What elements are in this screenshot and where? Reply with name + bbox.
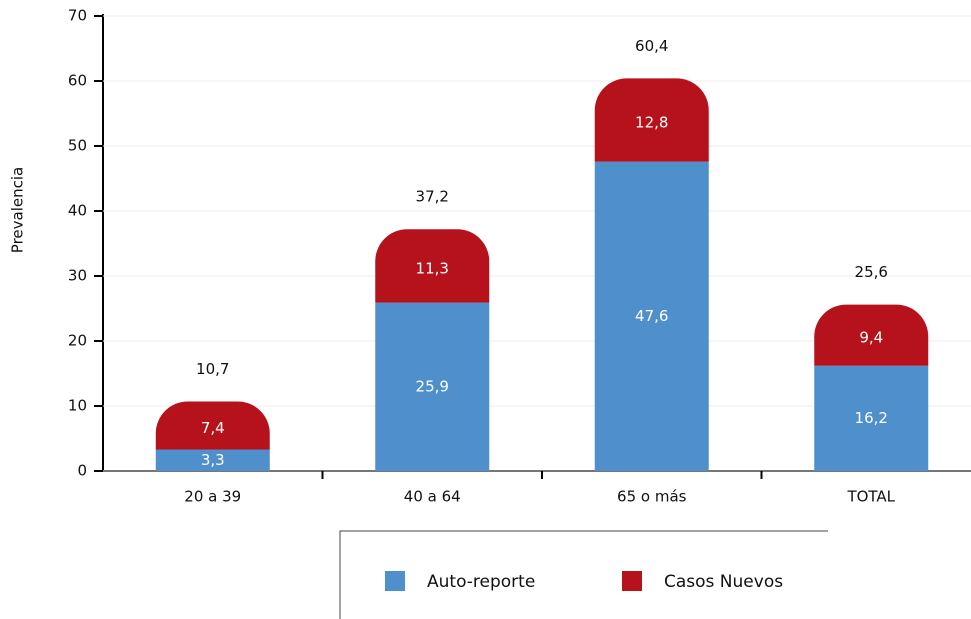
x-tick-label: TOTAL — [846, 488, 895, 506]
total-label: 25,6 — [855, 263, 888, 281]
x-tick-label: 40 a 64 — [404, 488, 461, 506]
data-label: 47,6 — [635, 307, 668, 325]
bar-segment — [375, 229, 490, 303]
bar-segment — [814, 365, 929, 471]
total-label: 10,7 — [196, 360, 229, 378]
data-label: 9,4 — [859, 329, 883, 347]
x-tick-label: 20 a 39 — [184, 488, 241, 506]
legend-label: Casos Nuevos — [664, 572, 783, 592]
data-label: 16,2 — [855, 409, 888, 427]
legend-swatch — [385, 571, 405, 591]
legend-label: Auto-reporte — [427, 572, 535, 592]
legend-swatch — [622, 571, 642, 591]
x-tick-label: 65 o más — [617, 488, 687, 506]
data-label: 7,4 — [201, 419, 225, 437]
legend-frame — [339, 530, 828, 619]
bar-segment — [155, 401, 270, 450]
bar-segment — [594, 78, 709, 162]
y-axis-label: Prevalencia — [9, 167, 27, 253]
data-label: 12,8 — [635, 114, 668, 132]
y-tick-label: 50 — [68, 137, 87, 155]
y-tick-label: 40 — [68, 202, 87, 220]
bar-segment — [155, 449, 270, 471]
y-tick-label: 10 — [68, 397, 87, 415]
total-label: 60,4 — [635, 37, 668, 55]
total-label: 37,2 — [416, 188, 449, 206]
y-tick-label: 0 — [77, 462, 87, 480]
bar-segment — [375, 302, 490, 471]
data-label: 3,3 — [201, 451, 225, 469]
data-label: 11,3 — [416, 259, 449, 277]
data-label: 25,9 — [416, 377, 449, 395]
bar-segment — [814, 304, 929, 366]
y-tick-label: 20 — [68, 332, 87, 350]
y-tick-label: 30 — [68, 267, 87, 285]
y-tick-label: 60 — [68, 72, 87, 90]
y-tick-label: 70 — [68, 7, 87, 25]
bar-segment — [594, 161, 709, 471]
